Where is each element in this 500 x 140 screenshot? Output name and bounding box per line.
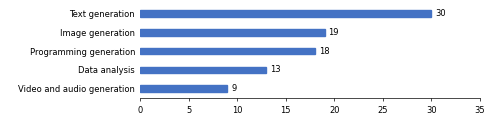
Bar xyxy=(140,29,324,36)
Bar xyxy=(140,85,228,92)
Bar xyxy=(140,67,266,73)
Text: 30: 30 xyxy=(436,9,446,18)
Bar xyxy=(140,48,315,54)
Text: 13: 13 xyxy=(270,65,281,74)
Text: 18: 18 xyxy=(318,47,330,56)
Text: 9: 9 xyxy=(232,84,236,93)
Bar xyxy=(140,10,432,17)
Text: 19: 19 xyxy=(328,28,339,37)
